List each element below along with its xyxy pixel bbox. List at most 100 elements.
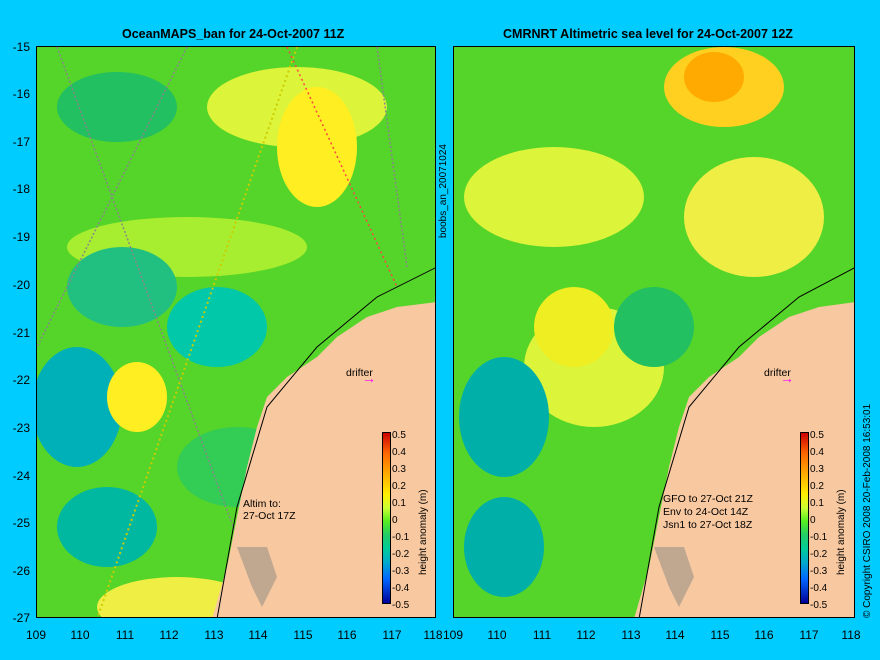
- y-tick: -22: [12, 373, 30, 387]
- high-anomaly-region: [277, 87, 357, 207]
- y-tick: -18: [12, 182, 30, 196]
- high-anomaly-region: [684, 157, 824, 277]
- low-anomaly-region: [464, 497, 544, 597]
- colorbar-tick: -0.1: [810, 532, 828, 543]
- x-tick: 114: [665, 628, 685, 642]
- copyright-label: © Copyright CSIRO 2008 20-Feb-2008 16:53…: [862, 403, 873, 618]
- note-line: Altim to:: [243, 498, 281, 510]
- colorbar-tick: 0.2: [810, 481, 824, 492]
- drifter-arrow-icon: →: [362, 370, 376, 386]
- run-id-label: boobs_an_20071024: [438, 144, 449, 238]
- colorbar-tick: 0.5: [392, 430, 406, 441]
- right-map-panel: [453, 46, 855, 618]
- right-colorbar: [800, 432, 809, 604]
- x-tick: 110: [70, 628, 90, 642]
- high-anomaly-region: [107, 362, 167, 432]
- colorbar-tick: -0.5: [810, 600, 828, 611]
- colorbar-tick: 0.3: [810, 464, 824, 475]
- right-colorbar-label: height anomaly (m): [836, 489, 847, 575]
- x-tick: 110: [487, 628, 507, 642]
- satellite-track: [96, 47, 298, 617]
- x-tick: 113: [204, 628, 224, 642]
- x-tick: 111: [115, 628, 135, 642]
- colorbar-tick: -0.5: [392, 600, 410, 611]
- y-tick: -15: [12, 40, 30, 54]
- coastline-contour: [638, 267, 854, 617]
- low-anomaly-region: [459, 357, 549, 477]
- x-tick: 111: [532, 628, 552, 642]
- low-anomaly-region: [67, 247, 177, 327]
- x-tick: 118: [841, 628, 861, 642]
- satellite-track: [56, 47, 268, 617]
- y-tick: -20: [12, 278, 30, 292]
- x-tick: 113: [621, 628, 641, 642]
- low-anomaly-region: [614, 287, 694, 367]
- colorbar-tick: 0.4: [392, 447, 406, 458]
- land-detail: [654, 547, 694, 607]
- low-anomaly-region: [167, 287, 267, 367]
- high-anomaly-region: [684, 52, 744, 102]
- colorbar-tick: 0: [810, 515, 816, 526]
- y-tick: -25: [12, 516, 30, 530]
- y-tick: -16: [12, 87, 30, 101]
- x-tick: 109: [25, 628, 47, 642]
- left-map-title: OceanMAPS_ban for 24-Oct-2007 11Z: [122, 27, 345, 41]
- x-tick: 118: [423, 628, 443, 642]
- high-anomaly-region: [534, 287, 614, 367]
- colorbar-tick: 0.1: [810, 498, 824, 509]
- left-colorbar: [382, 432, 391, 604]
- land-mass: [634, 302, 854, 617]
- colorbar-tick: -0.3: [810, 566, 828, 577]
- low-anomaly-region: [57, 487, 157, 567]
- colorbar-tick: 0.3: [392, 464, 406, 475]
- x-tick: 109: [442, 628, 464, 642]
- x-tick: 117: [799, 628, 819, 642]
- note-line: 27-Oct 17Z: [243, 510, 296, 522]
- drifter-arrow-icon: →: [780, 370, 794, 386]
- colorbar-tick: -0.1: [392, 532, 410, 543]
- x-tick: 115: [710, 628, 730, 642]
- colorbar-tick: -0.2: [392, 549, 410, 560]
- colorbar-tick: 0.5: [810, 430, 824, 441]
- colorbar-tick: 0.1: [392, 498, 406, 509]
- y-tick: -21: [12, 326, 30, 340]
- x-tick: 117: [382, 628, 402, 642]
- y-tick: -27: [12, 611, 30, 625]
- satellite-track: [286, 47, 398, 288]
- y-tick: -23: [12, 421, 30, 435]
- right-map-canvas: [454, 47, 854, 617]
- land-mass: [212, 302, 435, 617]
- x-tick: 115: [293, 628, 313, 642]
- low-anomaly-region: [37, 347, 122, 467]
- colorbar-tick: 0: [392, 515, 398, 526]
- x-tick: 116: [754, 628, 774, 642]
- left-map-panel: [36, 46, 436, 618]
- note-line: GFO to 27-Oct 21Z: [663, 493, 753, 505]
- satellite-track: [376, 47, 408, 268]
- y-tick: -26: [12, 564, 30, 578]
- colorbar-tick: 0.2: [392, 481, 406, 492]
- right-drifter-label: drifter: [764, 367, 791, 379]
- note-line: Env to 24-Oct 14Z: [663, 506, 749, 518]
- colorbar-tick: -0.2: [810, 549, 828, 560]
- low-anomaly-region: [57, 72, 177, 142]
- colorbar-tick: -0.4: [392, 583, 410, 594]
- note-line: Jsn1 to 27-Oct 18Z: [663, 519, 753, 531]
- right-map-title: CMRNRT Altimetric sea level for 24-Oct-2…: [503, 27, 793, 41]
- left-drifter-label: drifter: [346, 367, 373, 379]
- colorbar-tick: -0.4: [810, 583, 828, 594]
- x-tick: 112: [576, 628, 596, 642]
- x-tick: 116: [337, 628, 357, 642]
- x-tick: 114: [248, 628, 268, 642]
- high-anomaly-region: [464, 147, 644, 247]
- y-tick: -19: [12, 230, 30, 244]
- colorbar-tick: -0.3: [392, 566, 410, 577]
- x-tick: 112: [159, 628, 179, 642]
- y-tick: -24: [12, 469, 30, 483]
- y-tick: -17: [12, 135, 30, 149]
- coastline-contour: [216, 267, 435, 617]
- left-map-canvas: [37, 47, 435, 617]
- colorbar-tick: 0.4: [810, 447, 824, 458]
- land-detail: [237, 547, 277, 607]
- left-colorbar-label: height anomaly (m): [418, 489, 429, 575]
